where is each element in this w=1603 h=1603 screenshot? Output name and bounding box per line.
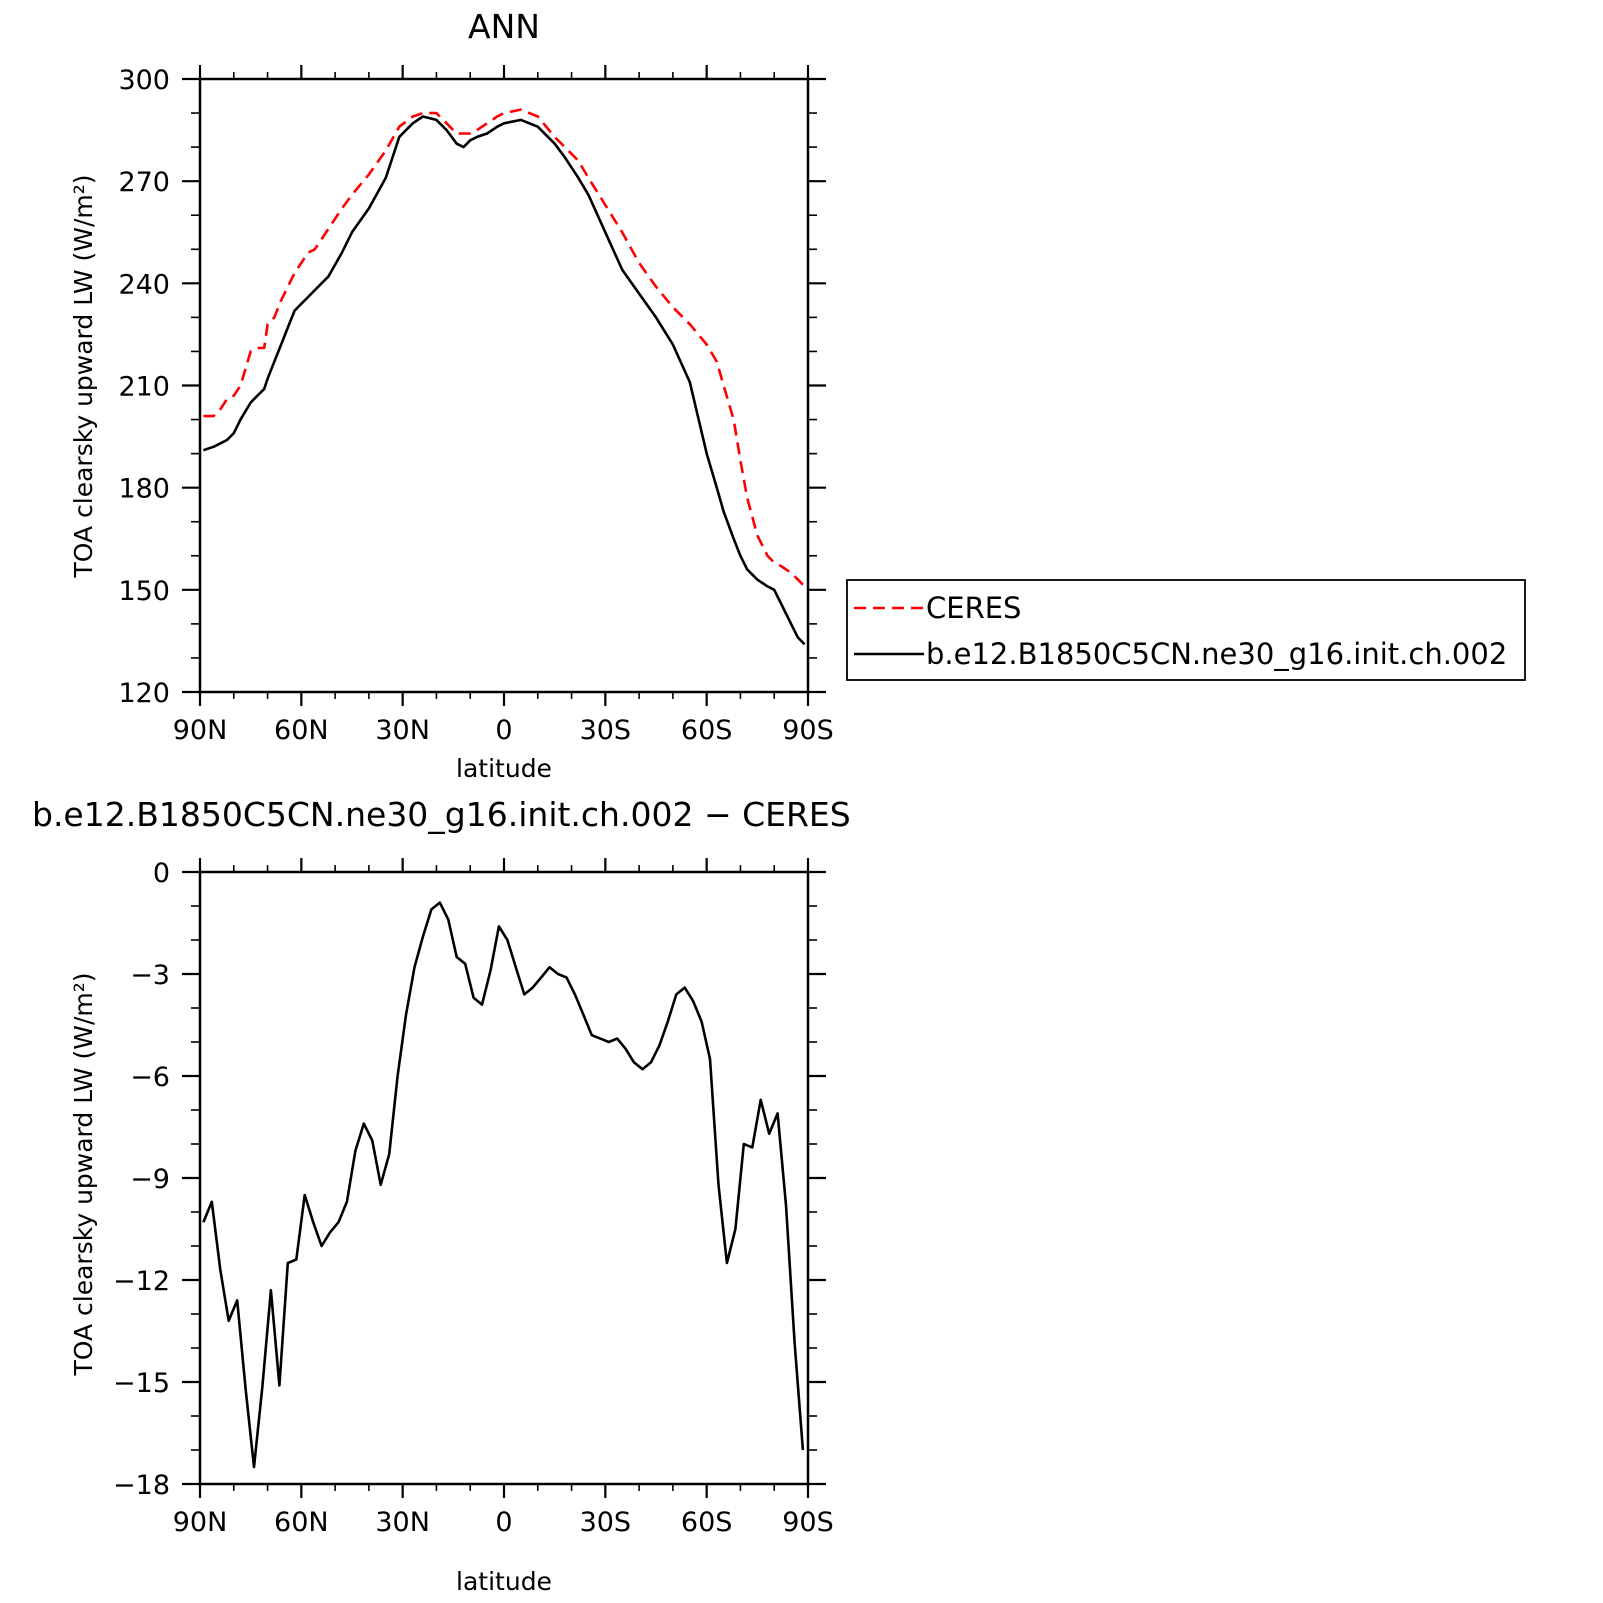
- series-line-difference: [202, 901, 805, 1469]
- x-tick-label: 30S: [580, 715, 632, 746]
- panel2-ticks: [182, 858, 826, 1498]
- y-tick-label: −18: [113, 1470, 170, 1501]
- x-tick-label: 90N: [173, 715, 228, 746]
- y-tick-label: 120: [118, 678, 170, 709]
- y-tick-label: 210: [118, 372, 170, 403]
- x-tick-label: 30N: [375, 1507, 430, 1538]
- legend-box: [846, 579, 1526, 681]
- x-tick-label: 0: [495, 715, 512, 746]
- y-tick-label: −9: [130, 1164, 170, 1195]
- panel1-frame: [198, 77, 810, 694]
- y-tick-label: −3: [130, 960, 170, 991]
- panel2-title: b.e12.B1850C5CN.ne30_g16.init.ch.002 − C…: [32, 795, 851, 834]
- y-tick-label: 240: [118, 269, 170, 300]
- panel2-y-axis-label: TOA clearsky upward LW (W/m²): [69, 972, 98, 1376]
- panel2-x-axis-label: latitude: [456, 1567, 552, 1596]
- panel1-x-axis-label: latitude: [456, 754, 552, 783]
- y-tick-label: −6: [130, 1062, 170, 1093]
- x-tick-label: 90N: [173, 1507, 228, 1538]
- panel2-frame: [198, 870, 810, 1486]
- legend-label-model: b.e12.B1850C5CN.ne30_g16.init.ch.002: [926, 637, 1507, 671]
- panel2-plot-area: [202, 901, 805, 1469]
- panel-annual: ANN TOA clearsky upward LW (W/m²) latitu…: [69, 7, 834, 783]
- panel1-ticks: [182, 65, 826, 706]
- x-tick-label: 90S: [782, 715, 834, 746]
- panel1-title: ANN: [468, 7, 540, 46]
- x-tick-label: 60S: [681, 1507, 733, 1538]
- x-tick-label: 30N: [375, 715, 430, 746]
- x-tick-label: 60S: [681, 715, 733, 746]
- panel1-tick-labels: 90N 60N 30N 0 30S 60S 90S 120 150 180 210 240 270 300: [118, 65, 833, 746]
- series-line-ceres: [203, 108, 806, 588]
- y-tick-label: −15: [113, 1368, 170, 1399]
- x-tick-label: 0: [495, 1507, 512, 1538]
- x-tick-label: 60N: [274, 1507, 329, 1538]
- y-tick-label: 0: [153, 858, 170, 889]
- panel2-tick-labels: 90N 60N 30N 0 30S 60S 90S 0 −3 −6 −9 −12 −15 −18: [113, 858, 834, 1538]
- y-tick-label: 270: [118, 167, 170, 198]
- panel1-plot-area: [202, 108, 806, 646]
- series-line-model: [202, 115, 806, 646]
- y-tick-label: −12: [113, 1266, 170, 1297]
- panel-difference: b.e12.B1850C5CN.ne30_g16.init.ch.002 − C…: [32, 795, 851, 1596]
- x-tick-label: 30S: [580, 1507, 632, 1538]
- y-tick-label: 180: [118, 474, 170, 505]
- panel1-y-axis-label: TOA clearsky upward LW (W/m²): [69, 174, 98, 578]
- x-tick-label: 60N: [274, 715, 329, 746]
- y-tick-label: 150: [118, 576, 170, 607]
- x-tick-label: 90S: [782, 1507, 834, 1538]
- legend: CERES b.e12.B1850C5CN.ne30_g16.init.ch.0…: [846, 579, 1526, 681]
- y-tick-label: 300: [118, 65, 170, 96]
- legend-label-ceres: CERES: [926, 591, 1021, 625]
